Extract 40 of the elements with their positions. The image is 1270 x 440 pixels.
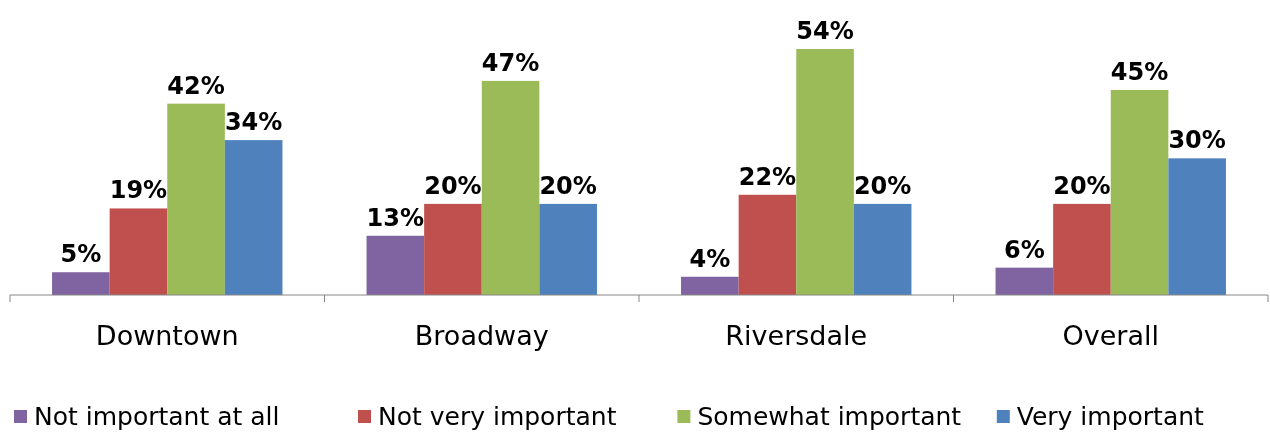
data-label: 22% (738, 162, 797, 191)
bar (52, 272, 110, 295)
bar (366, 235, 425, 295)
bar (424, 203, 482, 295)
data-label: 13% (366, 203, 425, 232)
bar (738, 194, 797, 295)
data-label: 45% (1110, 58, 1169, 86)
bar (109, 208, 168, 295)
data-label: 42% (167, 71, 225, 100)
bar (995, 267, 1054, 295)
data-label: 54% (796, 17, 854, 45)
bar (1110, 90, 1169, 295)
data-label: 20% (539, 171, 597, 200)
legend-label: Not important at all (34, 402, 280, 431)
bar (167, 103, 225, 295)
legend-label: Not very important (378, 402, 617, 431)
data-label: 30% (1168, 126, 1226, 155)
x-tick-label: Downtown (95, 320, 239, 351)
bar (539, 203, 597, 295)
data-label: 4% (689, 244, 731, 273)
bar (224, 140, 283, 295)
data-label: 6% (1003, 235, 1045, 264)
data-label: 20% (853, 171, 912, 200)
data-label: 34% (224, 108, 283, 137)
x-tick-label: Broadway (414, 320, 549, 351)
data-label: 19% (109, 176, 168, 205)
data-label: 20% (1053, 171, 1111, 200)
legend-label: Very important (1016, 402, 1205, 431)
x-tick-label: Overall (1062, 320, 1159, 351)
legend-label: Somewhat important (697, 402, 962, 431)
data-label: 47% (481, 48, 540, 77)
bar (1168, 158, 1226, 295)
data-label: 20% (424, 171, 482, 200)
bar (853, 203, 912, 295)
data-label: 5% (60, 240, 102, 269)
bar (796, 49, 854, 295)
bar (681, 276, 739, 295)
bar (1053, 203, 1111, 295)
bar (481, 80, 540, 295)
x-tick-label: Riversdale (725, 320, 868, 351)
